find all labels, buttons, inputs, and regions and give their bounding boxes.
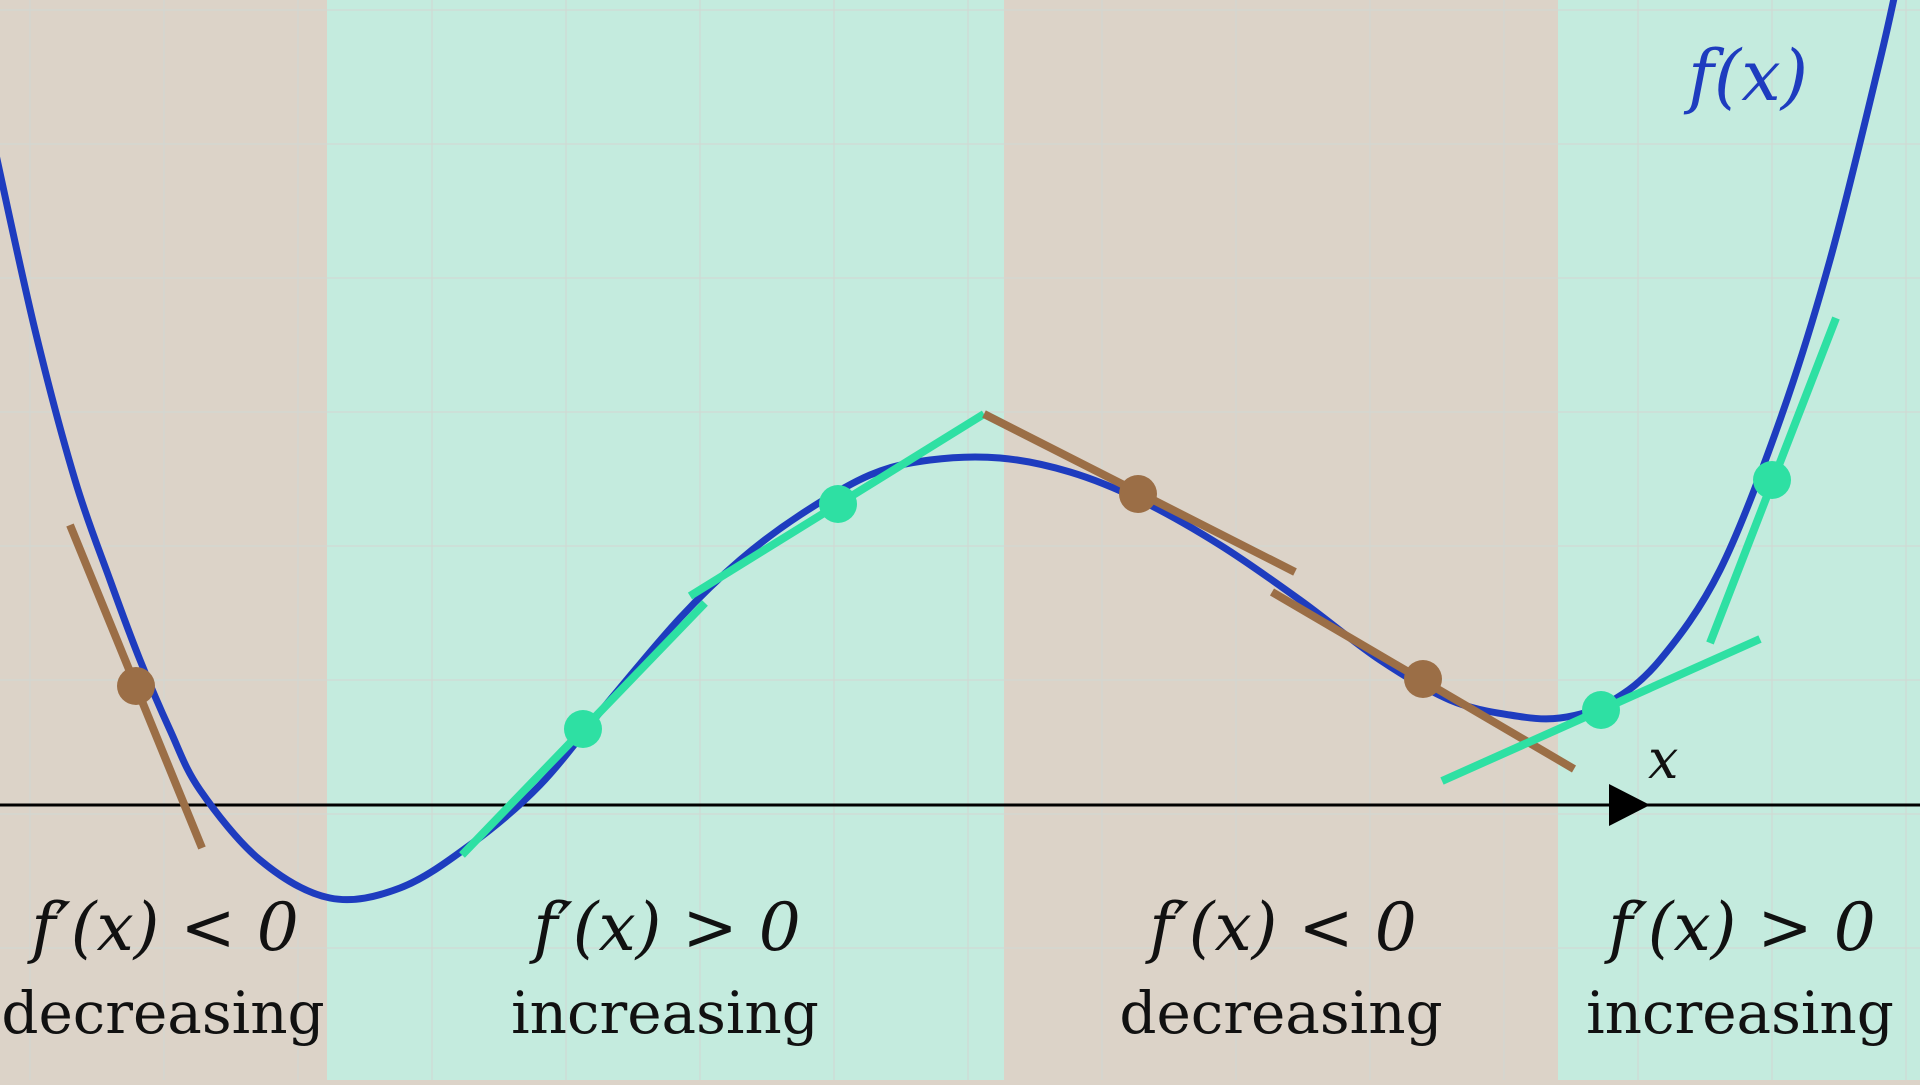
region-1-sign: f′(x) < 0 [26,889,298,966]
band-decreasing-right [1004,0,1558,1080]
region-3-sign: f′(x) < 0 [1144,889,1416,966]
band-increasing-middle [327,0,1004,1080]
tangent-points [117,461,1791,748]
region-4-word: increasing [1586,979,1894,1047]
x-axis: x [0,728,1920,826]
tangent-point-decreasing [1404,660,1442,698]
tangent-point-decreasing [1119,475,1157,513]
region-4-sign: f′(x) > 0 [1603,889,1875,966]
tangent-point-increasing [564,710,602,748]
x-axis-arrow-icon [1609,784,1650,826]
region-labels: f′(x) < 0 decreasing f′(x) > 0 increasin… [1,889,1894,1047]
region-2-sign: f′(x) > 0 [528,889,800,966]
band-increasing-right [1558,0,1920,1080]
curve-label: f(x) [1683,35,1808,117]
tangent-point-increasing [819,485,857,523]
tangent-point-decreasing [117,667,155,705]
x-axis-label: x [1648,728,1678,791]
tangent-point-increasing [1753,461,1791,499]
region-3-word: decreasing [1119,979,1442,1047]
region-1-word: decreasing [1,979,324,1047]
tangent-point-increasing [1582,691,1620,729]
region-2-word: increasing [511,979,819,1047]
